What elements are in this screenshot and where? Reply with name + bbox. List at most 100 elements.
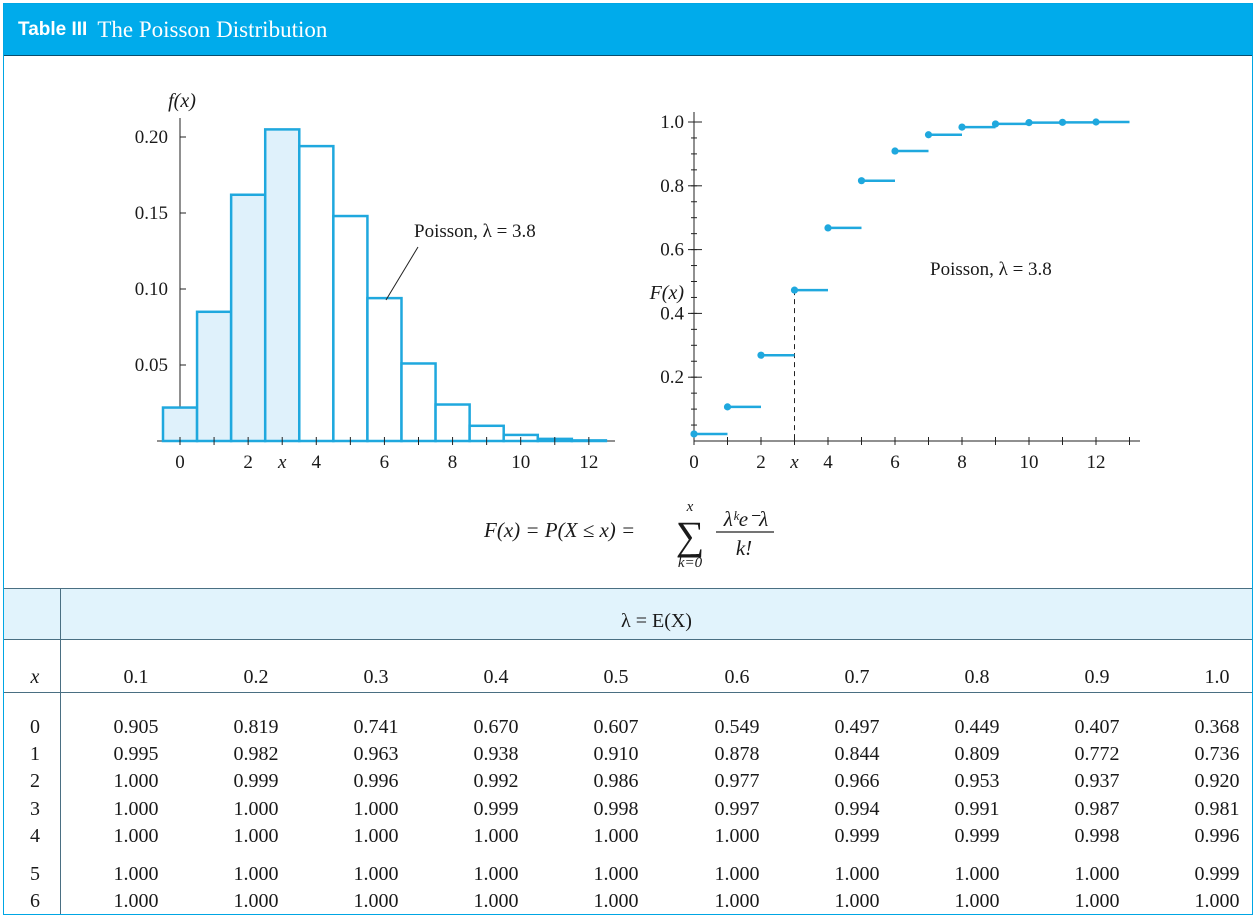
table-cell: 0.999 xyxy=(1194,863,1240,885)
pmf-bar xyxy=(229,193,267,443)
column-header-rule xyxy=(4,692,1252,693)
row-x-value: 1 xyxy=(30,743,40,765)
row-x-value: 0 xyxy=(30,716,40,738)
lambda-column-header: 0.4 xyxy=(483,666,509,688)
cdf-step-dot xyxy=(757,351,765,359)
table-cell: 1.000 xyxy=(473,863,519,885)
lambda-column-header: 0.7 xyxy=(844,666,870,688)
table-cell: 0.910 xyxy=(593,743,639,765)
pmf-x-tick-label: 0 xyxy=(175,452,185,473)
table-cell: 1.000 xyxy=(834,863,880,885)
pmf-bar xyxy=(263,128,301,443)
lambda-column-header: 0.1 xyxy=(123,666,149,688)
pmf-bar xyxy=(298,144,335,443)
table-cell: 0.938 xyxy=(473,743,519,765)
table-cell: 1.000 xyxy=(113,863,159,885)
pmf-series-label: Poisson, λ = 3.8 xyxy=(414,221,536,242)
table-cell: 0.999 xyxy=(834,825,880,847)
table-cell: 0.497 xyxy=(834,716,880,738)
formula-numerator: λᵏe⁻λ xyxy=(723,507,769,531)
cdf-step-dot xyxy=(824,224,832,232)
lambda-column-header: 0.9 xyxy=(1084,666,1110,688)
table-cell: 1.000 xyxy=(714,825,760,847)
table-cell: 1.000 xyxy=(353,863,399,885)
table-cell: 1.000 xyxy=(353,825,399,847)
pmf-bar xyxy=(161,406,199,443)
formula-denominator: k! xyxy=(736,536,752,560)
cdf-step-dot xyxy=(924,131,933,139)
cdf-y-tick-label: 0.8 xyxy=(660,176,684,197)
table-cell: 1.000 xyxy=(113,825,159,847)
cdf-y-tick-label: 0.4 xyxy=(660,303,684,324)
cdf-step-dot xyxy=(1092,118,1100,126)
lambda-column-header: 0.8 xyxy=(964,666,990,688)
table-cell: 0.986 xyxy=(593,770,639,792)
cdf-x-tick-label: 2 xyxy=(756,452,766,473)
table-cell: 1.000 xyxy=(353,798,399,820)
poisson-table: λ = E(X) x 0.1 0.2 0.3 0.4 0.5 0.6 0.7 0.8 0.9 1.0… xyxy=(4,588,1252,914)
table-cell: 1.000 xyxy=(113,770,159,792)
table-cell: 0.920 xyxy=(1194,770,1240,792)
table-cell: 1.000 xyxy=(954,863,1000,885)
title-rule xyxy=(4,55,1252,56)
table-cell: 1.000 xyxy=(593,890,639,912)
pmf-y-tick-label: 0.10 xyxy=(135,279,168,300)
table-cell: 1.000 xyxy=(1074,863,1120,885)
table-cell: 0.607 xyxy=(593,716,639,738)
cdf-formula: F(x) = P(X ≤ x) = x∑k=0 λᵏe⁻λ k! xyxy=(483,499,774,571)
table-cell: 1.000 xyxy=(834,890,880,912)
formula-lhs: F(x) = P(X ≤ x) = xyxy=(483,518,635,542)
cdf-step-dot xyxy=(723,403,732,411)
pmf-bar xyxy=(332,214,369,443)
table-cell: 0.772 xyxy=(1074,743,1120,765)
table-cell: 0.994 xyxy=(834,798,880,820)
table-cell: 0.998 xyxy=(1074,825,1120,847)
cdf-x-tick-label: x xyxy=(789,452,799,473)
cdf-y-tick-label: 0.6 xyxy=(660,240,684,261)
pmf-x-tick-label: 6 xyxy=(380,452,390,473)
cdf-x-tick-label: 4 xyxy=(823,452,833,473)
cdf-x-tick-label: 12 xyxy=(1087,452,1106,473)
pmf-x-tick-label: x xyxy=(277,452,287,473)
cdf-step-dot xyxy=(857,177,866,185)
table-cell: 0.991 xyxy=(954,798,1000,820)
row-x-value: 4 xyxy=(30,825,40,847)
row-x-value: 6 xyxy=(30,890,40,912)
page-frame: Table III The Poisson Distribution 0.05 0… xyxy=(3,3,1253,915)
pmf-x-tick-label: 8 xyxy=(448,452,458,473)
lambda-column-header: 0.3 xyxy=(363,666,389,688)
cdf-y-tick-label: 1.0 xyxy=(660,112,684,133)
cdf-step-dot xyxy=(790,286,799,294)
table-cell: 0.977 xyxy=(714,770,760,792)
table-cell: 0.992 xyxy=(473,770,519,792)
table-cell: 0.963 xyxy=(353,743,399,765)
table-cell: 1.000 xyxy=(233,798,279,820)
lambda-header-band xyxy=(4,588,1252,640)
title-bar: Table III The Poisson Distribution xyxy=(4,4,1252,55)
table-cell: 1.000 xyxy=(593,863,639,885)
table-cell: 0.809 xyxy=(954,743,1000,765)
table-cell: 1.000 xyxy=(473,825,519,847)
cdf-step-dot xyxy=(991,120,1000,128)
pmf-bar xyxy=(400,362,437,443)
table-cell: 0.905 xyxy=(113,716,159,738)
table-cell: 1.000 xyxy=(593,825,639,847)
pmf-x-tick-label: 10 xyxy=(511,452,530,473)
cdf-step-dot xyxy=(690,430,698,438)
pmf-y-tick-label: 0.05 xyxy=(135,355,168,376)
table-cell: 0.368 xyxy=(1194,716,1240,738)
cdf-x-tick-label: 10 xyxy=(1020,452,1039,473)
pmf-x-tick-label: 12 xyxy=(579,452,598,473)
cdf-y-tick-label: 0.2 xyxy=(660,367,684,388)
table-cell: 0.819 xyxy=(233,716,279,738)
pmf-label-leader xyxy=(385,246,419,301)
table-cell: 0.407 xyxy=(1074,716,1120,738)
table-cell: 1.000 xyxy=(714,863,760,885)
table-cell: 1.000 xyxy=(1194,890,1240,912)
table-cell: 0.999 xyxy=(473,798,519,820)
formula-sum-top: x xyxy=(686,499,694,515)
pmf-x-tick-label: 4 xyxy=(312,452,322,473)
row-x-value: 5 xyxy=(30,863,40,885)
pmf-y-axis-label: f(x) xyxy=(168,90,196,112)
table-cell: 1.000 xyxy=(1074,890,1120,912)
